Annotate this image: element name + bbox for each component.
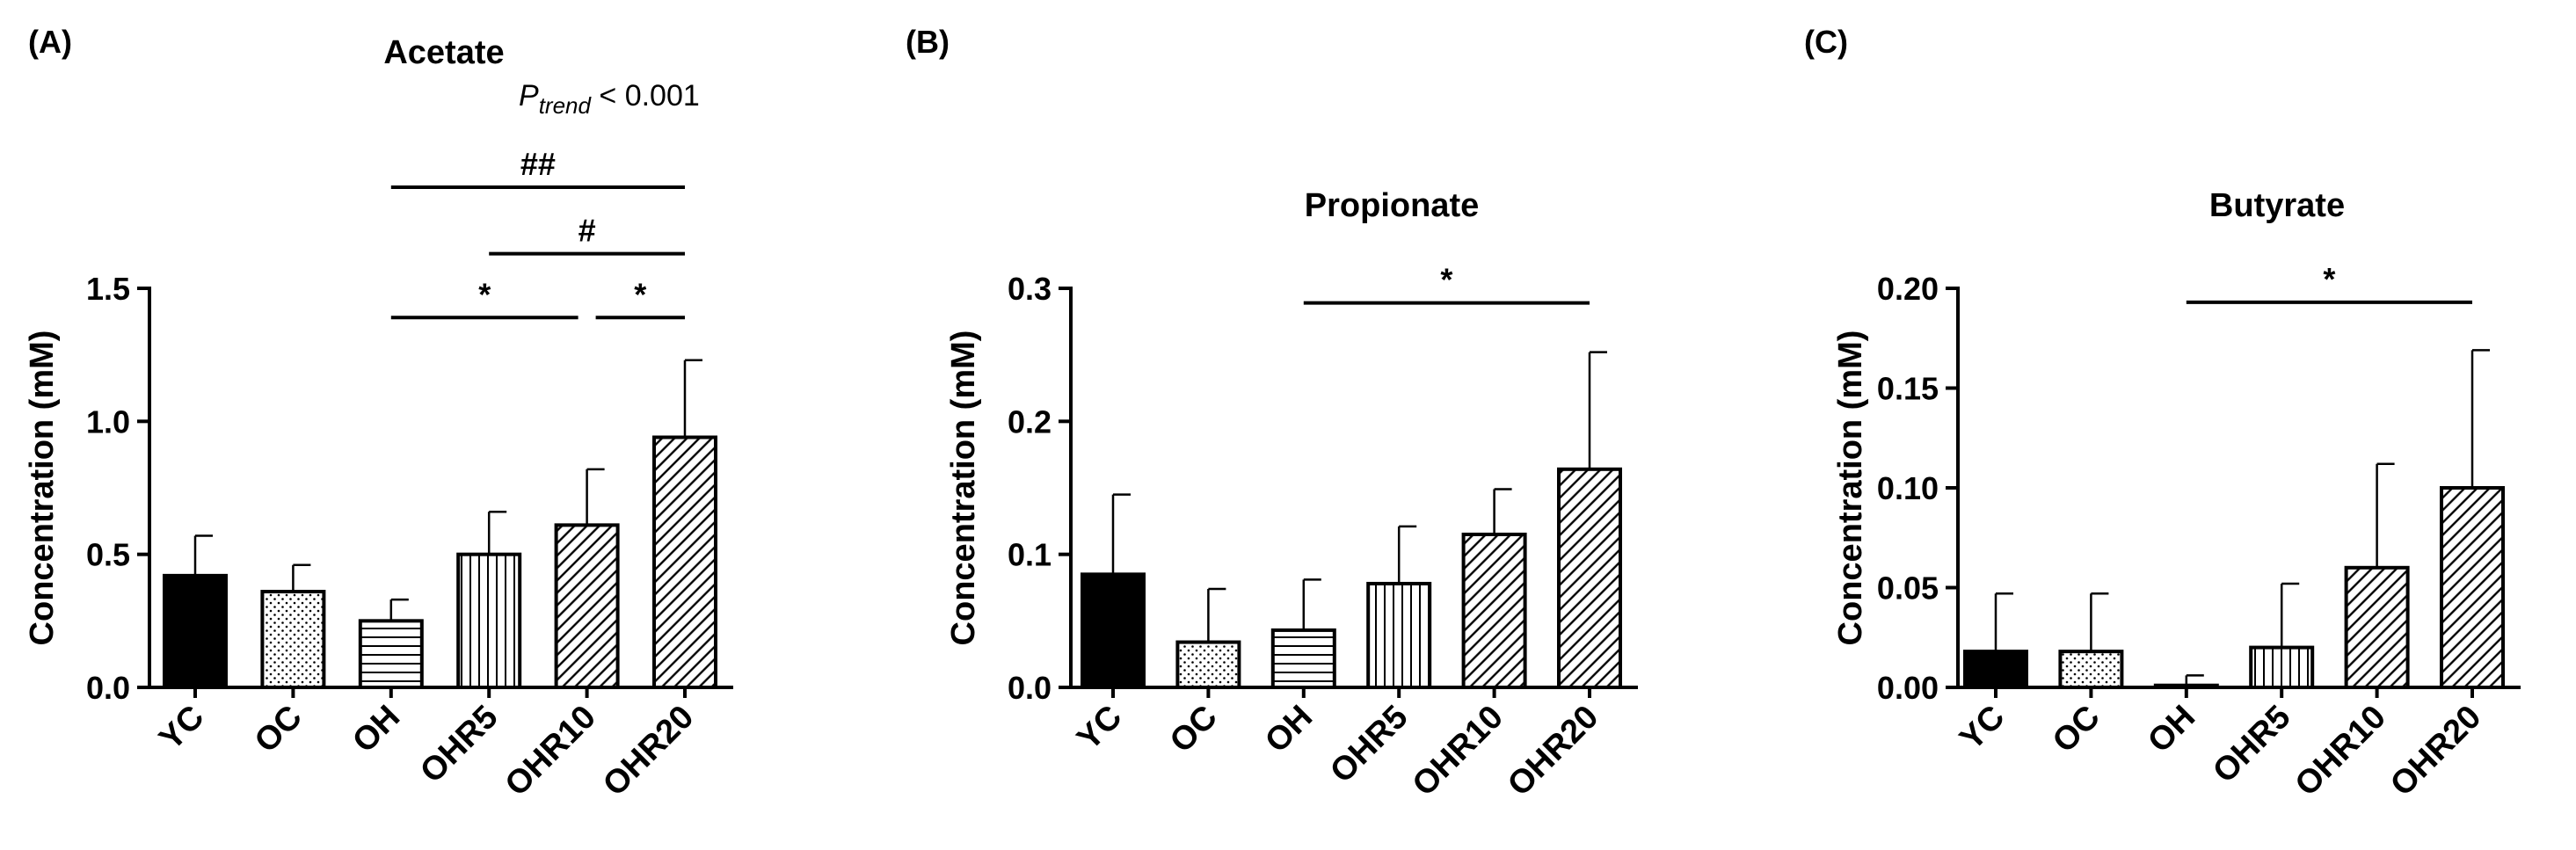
bar-ohr20 xyxy=(2440,486,2505,689)
bar-oc xyxy=(260,590,326,689)
bar-ohr5 xyxy=(1366,581,1432,690)
bar-yc xyxy=(1963,650,2028,690)
trend-label: Ptrend < 0.001 xyxy=(519,79,700,119)
panels: (A) Acetate Concentration (mM) 0.0 0.5 1.0 1.5… xyxy=(24,24,2521,803)
chart-title: Acetate xyxy=(383,34,504,71)
bar-oh xyxy=(358,619,424,689)
x-tick-label: OC xyxy=(1163,699,1225,760)
x-tick-label: YC xyxy=(152,699,211,758)
x-tick-label: OC xyxy=(248,699,309,760)
x-tick-label: OHR20 xyxy=(2383,699,2488,803)
y-axis-label: Concentration (mM) xyxy=(1832,331,1869,646)
bar-yc xyxy=(1081,572,1146,689)
bar-oc xyxy=(1175,640,1241,690)
bar-ohr5 xyxy=(456,552,522,690)
x-tick-label: OHR20 xyxy=(596,699,701,803)
y-tick-label: 0.0 xyxy=(86,670,130,706)
x-tick-label: OHR20 xyxy=(1501,699,1605,803)
significance-label: * xyxy=(1440,262,1452,298)
y-tick-label: 1.0 xyxy=(86,403,130,440)
chart-title: Butyrate xyxy=(2209,187,2345,224)
x-tick-label: OHR5 xyxy=(2206,699,2297,790)
bar-ohr10 xyxy=(554,523,620,690)
significance-label: ## xyxy=(520,146,556,182)
y-tick-label: 0.15 xyxy=(1877,371,1939,407)
panel-label: (C) xyxy=(1804,24,1848,60)
bar-oc xyxy=(2058,650,2124,690)
y-tick-label: 0.0 xyxy=(1008,670,1052,706)
trend-subscript: trend xyxy=(539,92,593,119)
bar-oh xyxy=(1270,628,1336,690)
bar-oh xyxy=(2153,683,2219,689)
panel-1: (A) Acetate Concentration (mM) 0.0 0.5 1.0 1.5… xyxy=(24,24,733,803)
x-tick-label: OHR10 xyxy=(498,699,603,803)
x-tick-label: OH xyxy=(1258,699,1320,760)
y-tick-label: 0.20 xyxy=(1877,271,1939,307)
bar-ohr10 xyxy=(2344,565,2410,689)
panel-label: (B) xyxy=(906,24,950,60)
bar-ohr20 xyxy=(652,435,717,689)
y-tick-label: 0.00 xyxy=(1877,670,1939,706)
y-axis-label: Concentration (mM) xyxy=(945,331,982,646)
x-tick-label: YC xyxy=(1070,699,1129,758)
chart-title: Propionate xyxy=(1305,187,1479,224)
y-tick-label: 1.5 xyxy=(86,271,130,307)
y-axis-label: Concentration (mM) xyxy=(24,331,61,646)
y-tick-label: 0.10 xyxy=(1877,470,1939,506)
x-tick-label: OHR5 xyxy=(1323,699,1415,790)
x-tick-label: OHR5 xyxy=(413,699,505,790)
y-tick-label: 0.3 xyxy=(1008,271,1052,307)
panel-label: (A) xyxy=(28,24,72,60)
significance-label: * xyxy=(478,276,491,312)
significance-label: * xyxy=(2323,261,2335,297)
y-tick-label: 0.5 xyxy=(86,537,130,573)
bar-ohr20 xyxy=(1557,467,1622,690)
panel-2: (B) Propionate Concentration (mM) 0.0 0.1 0.2… xyxy=(906,24,1638,803)
bar-ohr10 xyxy=(1461,532,1527,690)
significance-label: # xyxy=(579,213,596,249)
trend-p: P xyxy=(519,79,539,113)
x-tick-label: OC xyxy=(2046,699,2107,760)
bar-ohr5 xyxy=(2249,645,2315,689)
y-tick-label: 0.05 xyxy=(1877,570,1939,607)
x-tick-label: OH xyxy=(346,699,407,760)
y-tick-label: 0.1 xyxy=(1008,537,1052,573)
x-tick-label: YC xyxy=(1953,699,2012,758)
x-tick-label: OHR10 xyxy=(2289,699,2393,803)
x-tick-label: OH xyxy=(2141,699,2202,760)
significance-label: * xyxy=(634,276,646,312)
x-tick-label: OHR10 xyxy=(1406,699,1510,803)
y-tick-label: 0.2 xyxy=(1008,403,1052,440)
panel-3: (C) Butyrate Concentration (mM)0.00 0.05 0.1… xyxy=(1804,24,2521,803)
trend-value: < 0.001 xyxy=(591,79,700,113)
bar-yc xyxy=(163,573,228,690)
